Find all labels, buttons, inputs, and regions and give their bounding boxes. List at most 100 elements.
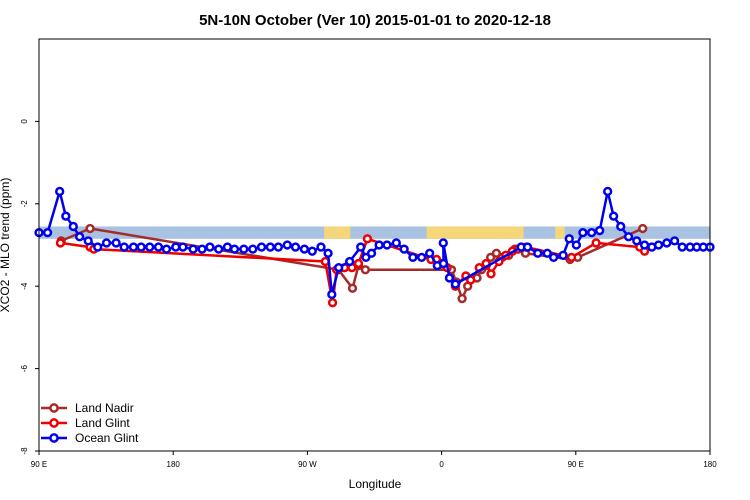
ocean-glint-point [632, 236, 642, 246]
ocean-glint-point [290, 242, 301, 252]
land-nadir-point [360, 265, 371, 275]
ocean-glint-point [677, 242, 687, 252]
ocean-glint-point [444, 273, 455, 283]
ocean-glint-point [450, 279, 461, 289]
y-tick-label: -8 [20, 447, 29, 455]
series-layer [34, 186, 715, 308]
ocean-glint-point [93, 242, 103, 252]
ocean-glint-point [61, 211, 71, 221]
legend-swatch-marker [49, 433, 59, 443]
land-glint-point [362, 234, 373, 244]
ocean-glint-point [425, 248, 435, 258]
ocean-glint-point [639, 240, 650, 250]
land-glint-point [566, 252, 577, 263]
x-tick-label: 180 [703, 460, 717, 469]
band-layer [39, 226, 710, 239]
land-nadir-point [347, 283, 358, 293]
ocean-glint-point [229, 244, 240, 254]
ocean-glint-point [316, 242, 326, 252]
y-axis-ticks: 0 -2 -4 -6 -8 [20, 119, 39, 455]
ocean-glint-point [366, 248, 377, 258]
ocean-glint-point [239, 244, 249, 254]
ocean-glint-point [408, 252, 418, 263]
x-tick-label: 90 E [568, 460, 584, 469]
ocean-glint-point [522, 242, 533, 252]
ocean-glint-point [299, 244, 310, 254]
ocean-glint-point [374, 240, 384, 250]
ocean-glint-point [669, 236, 680, 246]
y-tick-label: -2 [20, 200, 29, 208]
ocean-glint-point [55, 186, 65, 197]
y-tick-label: 0 [20, 119, 29, 124]
ocean-glint-point [608, 211, 619, 221]
ocean-glint-point [171, 242, 181, 252]
ocean-glint-point [548, 252, 559, 263]
land-glint-point [327, 298, 338, 308]
ocean-glint-point [273, 242, 283, 252]
y-tick-label: -6 [20, 364, 29, 372]
x-axis-label: Longitude [349, 477, 402, 491]
y-tick-label: -4 [20, 282, 29, 290]
ocean-glint-point [586, 227, 597, 238]
ocean-glint-point [417, 252, 427, 263]
ocean-glint-point [145, 242, 155, 252]
ocean-band [39, 226, 710, 239]
land-band-segment [555, 226, 565, 239]
x-tick-label: 90 E [31, 460, 47, 469]
ocean-glint-point [74, 232, 85, 242]
ocean-glint-point [603, 186, 613, 197]
legend-item-land-nadir: Land Nadir [41, 401, 134, 415]
legend-item-land-glint: Land Glint [41, 416, 130, 430]
ocean-glint-point [558, 250, 568, 260]
ocean-glint-point [571, 240, 582, 250]
land-nadir-point [638, 223, 648, 234]
ocean-glint-point [623, 232, 634, 242]
land-glint-point [55, 238, 66, 248]
legend-swatch-marker [49, 418, 59, 428]
legend-label: Land Glint [75, 416, 130, 430]
y-axis-label: XCO2 - MLO trend (ppm) [0, 178, 12, 313]
ocean-glint-point [399, 244, 409, 254]
land-band-segment [324, 226, 336, 239]
x-axis-ticks: 90 E 180 90 W 0 90 E 180 [31, 451, 717, 469]
ocean-glint-point [153, 242, 164, 252]
ocean-glint-point [382, 240, 392, 250]
ocean-glint-point [327, 289, 337, 300]
ocean-glint-point [265, 242, 275, 252]
ocean-glint-point [438, 258, 449, 269]
ocean-glint-point [83, 236, 93, 246]
ocean-glint-point [111, 238, 121, 248]
legend-swatch-marker [49, 403, 59, 413]
ocean-glint-point [248, 244, 258, 254]
chart-title: 5N-10N October (Ver 10) 2015-01-01 to 20… [199, 12, 551, 29]
x-tick-label: 90 W [298, 460, 317, 469]
land-nadir-point [491, 248, 502, 258]
ocean-glint-point [68, 221, 78, 232]
land-nadir-point [85, 223, 95, 234]
ocean-glint-point [438, 238, 448, 248]
land-band-segment [344, 226, 351, 239]
ocean-glint-point [136, 242, 146, 252]
ocean-glint-point [616, 221, 626, 232]
ocean-glint-point [564, 234, 574, 244]
ocean-glint-point [542, 248, 552, 258]
ocean-glint-point [197, 244, 207, 254]
land-glint-point [353, 258, 364, 269]
ocean-glint-point [119, 242, 129, 252]
land-band-segment [426, 226, 524, 239]
ocean-glint-point [391, 238, 401, 248]
ocean-glint-point [282, 240, 292, 250]
land-nadir-point [457, 293, 467, 304]
ocean-glint-point [188, 244, 198, 254]
ocean-glint-point [256, 242, 267, 252]
ocean-glint-point [161, 244, 172, 254]
x-tick-label: 0 [439, 460, 444, 469]
ocean-glint-point [356, 242, 366, 252]
ocean-glint-point [323, 248, 333, 258]
x-tick-label: 180 [167, 460, 181, 469]
ocean-glint-point [653, 240, 664, 250]
ocean-glint-point [128, 242, 139, 252]
plot-frame [38, 38, 711, 452]
